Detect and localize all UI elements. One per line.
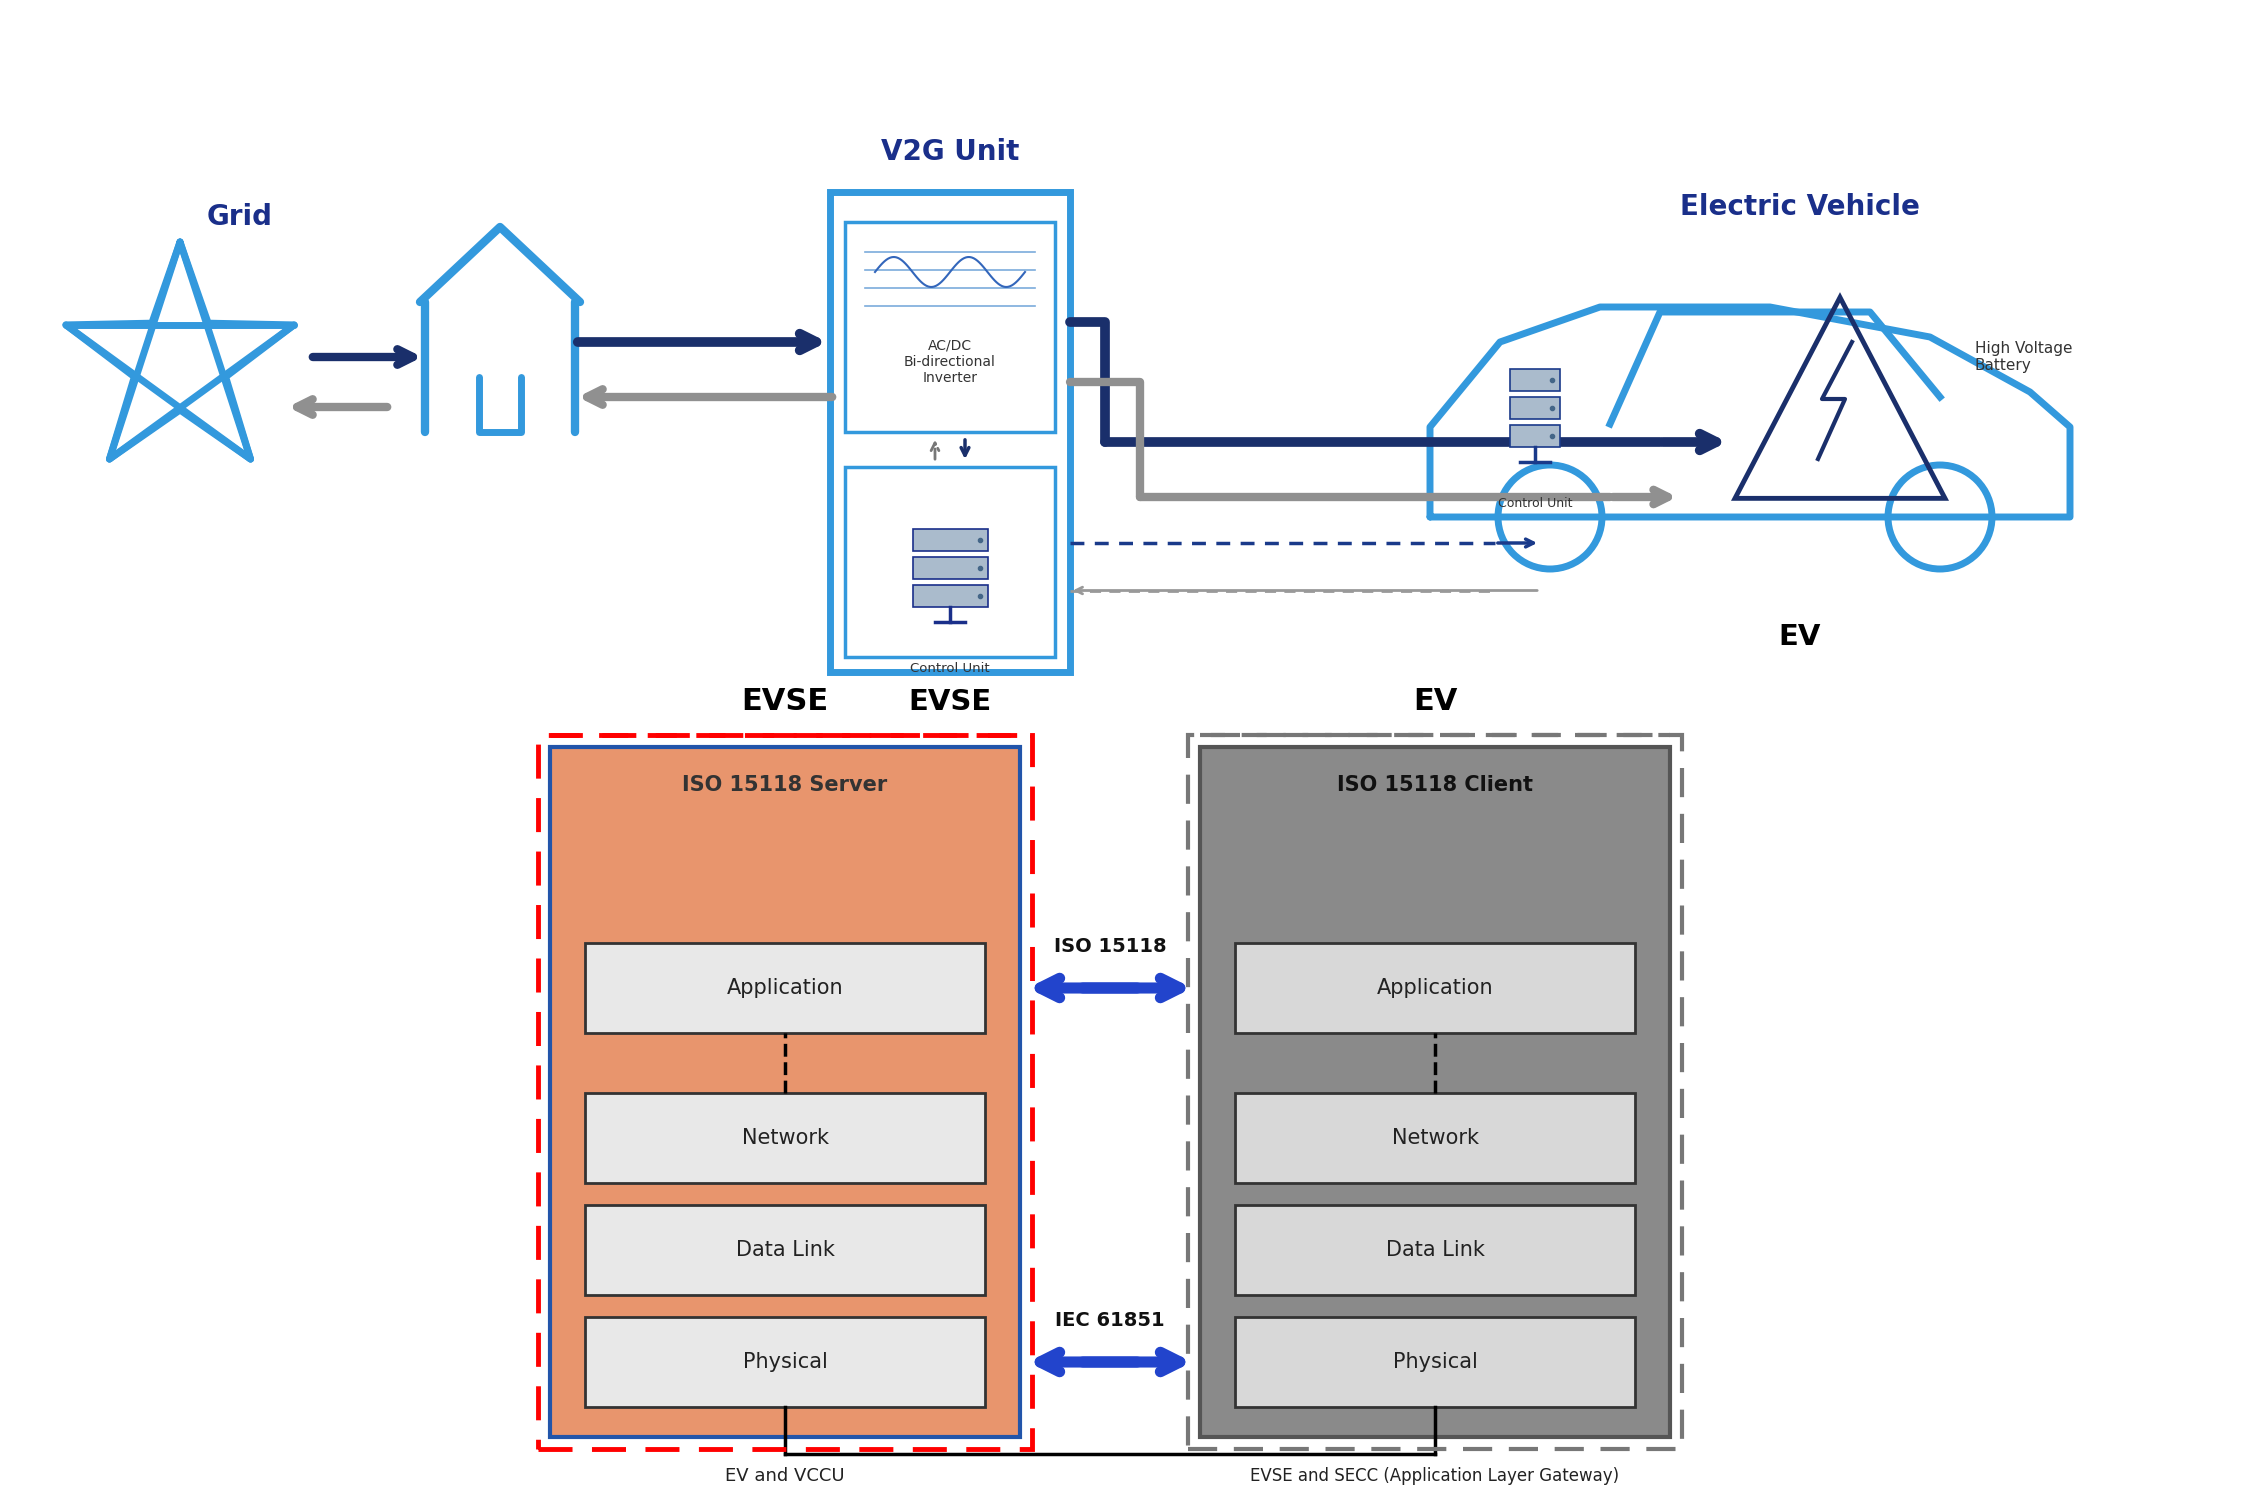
Text: EVSE and SECC (Application Layer Gateway): EVSE and SECC (Application Layer Gateway… xyxy=(1250,1467,1620,1485)
Text: Control Unit: Control Unit xyxy=(911,662,990,674)
Bar xyxy=(585,1317,985,1407)
Text: Grid: Grid xyxy=(208,203,273,231)
Text: EV: EV xyxy=(1779,624,1822,651)
Bar xyxy=(538,736,1033,1449)
Text: ISO 15118: ISO 15118 xyxy=(1053,937,1166,955)
Text: IEC 61851: IEC 61851 xyxy=(1055,1310,1164,1329)
Bar xyxy=(1510,397,1559,419)
Text: ISO 15118 Client: ISO 15118 Client xyxy=(1338,774,1532,795)
Bar xyxy=(1510,369,1559,391)
Text: EV and VCCU: EV and VCCU xyxy=(725,1467,845,1485)
Text: ISO 15118 Server: ISO 15118 Server xyxy=(683,774,888,795)
Text: Network: Network xyxy=(741,1128,829,1147)
Bar xyxy=(1234,943,1634,1032)
Bar xyxy=(913,557,988,579)
Text: High Voltage
Battery: High Voltage Battery xyxy=(1975,340,2072,373)
Text: Control Unit: Control Unit xyxy=(1498,497,1573,510)
Bar xyxy=(913,530,988,551)
Text: Electric Vehicle: Electric Vehicle xyxy=(1679,192,1921,221)
Bar xyxy=(1234,1094,1634,1183)
Bar xyxy=(1234,1317,1634,1407)
Bar xyxy=(829,192,1069,671)
Text: EV: EV xyxy=(1412,688,1458,716)
Text: EVSE: EVSE xyxy=(909,688,992,716)
Text: AC/DC
Bi-directional
Inverter: AC/DC Bi-directional Inverter xyxy=(904,339,997,385)
Text: Physical: Physical xyxy=(744,1352,827,1373)
Text: Data Link: Data Link xyxy=(734,1240,834,1261)
Bar xyxy=(1200,747,1670,1437)
Text: V2G Unit: V2G Unit xyxy=(881,137,1019,166)
Text: EVSE: EVSE xyxy=(741,688,829,716)
Text: Application: Application xyxy=(1376,977,1494,998)
Bar xyxy=(585,1206,985,1295)
Text: Application: Application xyxy=(728,977,843,998)
Bar xyxy=(845,467,1055,656)
Text: Network: Network xyxy=(1392,1128,1478,1147)
Bar xyxy=(1510,425,1559,448)
Bar xyxy=(1234,1206,1634,1295)
Bar xyxy=(1189,736,1681,1449)
Bar xyxy=(845,222,1055,433)
Bar xyxy=(585,1094,985,1183)
Text: Physical: Physical xyxy=(1392,1352,1478,1373)
Bar xyxy=(549,747,1019,1437)
Bar xyxy=(585,943,985,1032)
Bar xyxy=(913,585,988,607)
Text: Data Link: Data Link xyxy=(1385,1240,1485,1261)
